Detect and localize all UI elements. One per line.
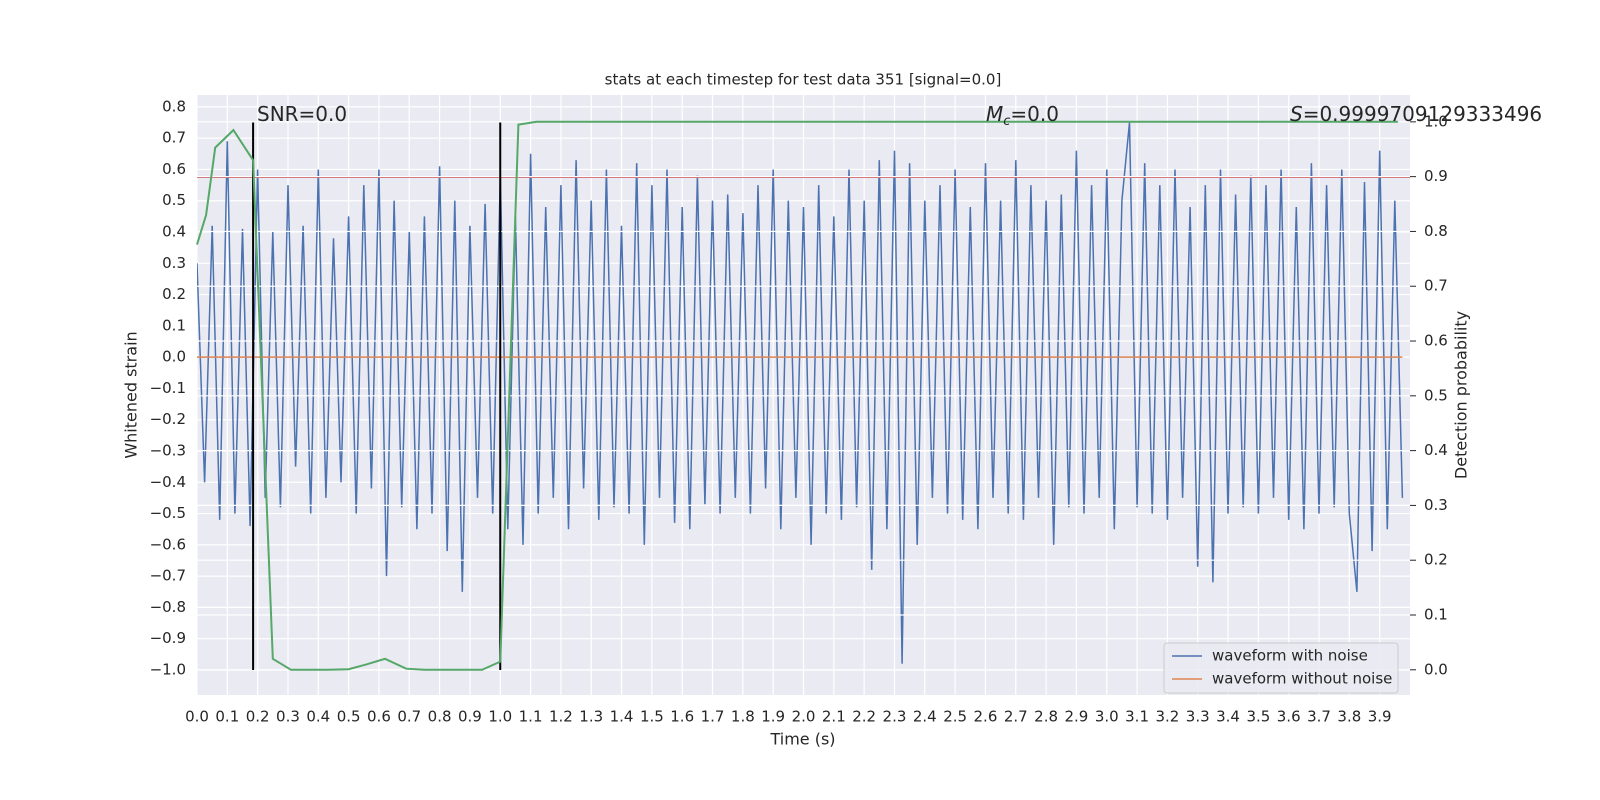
- x-tick-label: 3.5: [1246, 708, 1270, 726]
- x-tick-label: 3.2: [1155, 708, 1179, 726]
- annotation-text: =0.9999709129333496: [1303, 102, 1542, 126]
- x-tick-label: 2.8: [1034, 708, 1058, 726]
- x-tick-label: 1.8: [731, 708, 755, 726]
- y-tick-label: 0.3: [162, 254, 186, 272]
- marks: [197, 122, 1410, 664]
- y-tick-label: −0.2: [150, 410, 186, 428]
- y2-tick-label: 0.4: [1424, 441, 1448, 459]
- y2-tick-label: 1.0: [1424, 112, 1448, 130]
- x-tick-label: 3.9: [1368, 708, 1392, 726]
- y-tick-label: −0.6: [150, 535, 186, 553]
- x-tick-label: 3.1: [1125, 708, 1149, 726]
- x-tick-label: 0.8: [428, 708, 452, 726]
- y2-tick-label: 0.5: [1424, 386, 1448, 404]
- x-tick-label: 1.1: [519, 708, 543, 726]
- annotation-text: =0.0: [1010, 102, 1059, 126]
- y-axis-label: Whitened strain: [122, 331, 141, 458]
- y2-tick-label: 0.9: [1424, 167, 1448, 185]
- x-tick-label: 2.5: [943, 708, 967, 726]
- x-tick-label: 0.9: [458, 708, 482, 726]
- x-tick-label: 1.0: [488, 708, 512, 726]
- x-tick-label: 1.7: [701, 708, 725, 726]
- x-tick-label: 2.4: [913, 708, 937, 726]
- annotation: Mc=0.0: [986, 102, 1059, 129]
- x-tick-label: 0.4: [306, 708, 330, 726]
- x-tick-label: 3.7: [1307, 708, 1331, 726]
- legend-label: waveform without noise: [1212, 670, 1392, 688]
- x-tick-label: 1.9: [761, 708, 785, 726]
- x-tick-label: 1.6: [670, 708, 694, 726]
- x-tick-label: 3.8: [1337, 708, 1361, 726]
- y-tick-label: −0.3: [150, 441, 186, 459]
- x-tick-label: 1.5: [640, 708, 664, 726]
- x-tick-label: 0.6: [367, 708, 391, 726]
- y-tick-label: −0.1: [150, 379, 186, 397]
- y-tick-label: −0.5: [150, 504, 186, 522]
- x-tick-label: 0.5: [337, 708, 361, 726]
- y2-tick-label: 0.6: [1424, 332, 1448, 350]
- x-tick-label: 2.1: [822, 708, 846, 726]
- annotation: S=0.9999709129333496: [1290, 102, 1542, 126]
- x-tick-label: 0.1: [215, 708, 239, 726]
- y-tick-label: 0.0: [162, 348, 186, 366]
- y2-tick-label: 0.8: [1424, 222, 1448, 240]
- series-line: [197, 122, 1404, 664]
- y-tick-label: 0.4: [162, 223, 186, 241]
- annotation-symbol: M: [986, 102, 1003, 126]
- y-tick-label: −0.4: [150, 473, 186, 491]
- x-tick-label: 2.0: [792, 708, 816, 726]
- x-tick-label: 3.0: [1095, 708, 1119, 726]
- y-tick-label: −0.8: [150, 598, 186, 616]
- x-tick-label: 3.4: [1216, 708, 1240, 726]
- y-tick-label: −0.9: [150, 629, 186, 647]
- x-tick-label: 0.2: [246, 708, 270, 726]
- x-axis-label: Time (s): [769, 730, 835, 749]
- x-tick-label: 0.0: [185, 708, 209, 726]
- y-tick-label: 0.7: [162, 129, 186, 147]
- probability-line: [196, 120, 1398, 671]
- y2-tick-label: 0.0: [1424, 660, 1448, 678]
- x-tick-label: 2.2: [852, 708, 876, 726]
- annotation: SNR=0.0: [257, 102, 347, 126]
- legend: waveform with noise waveform without nois…: [1163, 642, 1399, 694]
- y2-axis-label: Detection probability: [1452, 311, 1471, 479]
- y2-tick-label: 0.1: [1424, 606, 1448, 624]
- x-tick-label: 3.3: [1186, 708, 1210, 726]
- x-tick-label: 1.4: [610, 708, 634, 726]
- x-tick-label: 0.7: [397, 708, 421, 726]
- annotation-subscript: c: [1003, 114, 1010, 129]
- legend-box: [1163, 642, 1399, 694]
- x-tick-label: 2.6: [974, 708, 998, 726]
- x-tick-label: 2.3: [883, 708, 907, 726]
- y-tick-label: 0.6: [162, 160, 186, 178]
- x-tick-label: 2.7: [1004, 708, 1028, 726]
- y-tick-label: 0.8: [162, 97, 186, 115]
- annotation-symbol: S: [1290, 102, 1303, 126]
- overlay: [196, 120, 1416, 671]
- y2-tick-label: 0.7: [1424, 277, 1448, 295]
- x-tick-label: 1.3: [579, 708, 603, 726]
- y2-tick-label: 0.3: [1424, 496, 1448, 514]
- y-tick-label: −1.0: [150, 660, 186, 678]
- y-tick-label: 0.5: [162, 191, 186, 209]
- x-tick-label: 1.2: [549, 708, 573, 726]
- y-tick-label: −0.7: [150, 567, 186, 585]
- chart-title: stats at each timestep for test data 351…: [605, 71, 1002, 89]
- x-tick-label: 3.6: [1277, 708, 1301, 726]
- y-tick-label: 0.1: [162, 316, 186, 334]
- y2-tick-label: 0.2: [1424, 551, 1448, 569]
- y-tick-label: 0.2: [162, 285, 186, 303]
- x-tick-label: 2.9: [1064, 708, 1088, 726]
- legend-label: waveform with noise: [1212, 647, 1368, 665]
- x-tick-label: 0.3: [276, 708, 300, 726]
